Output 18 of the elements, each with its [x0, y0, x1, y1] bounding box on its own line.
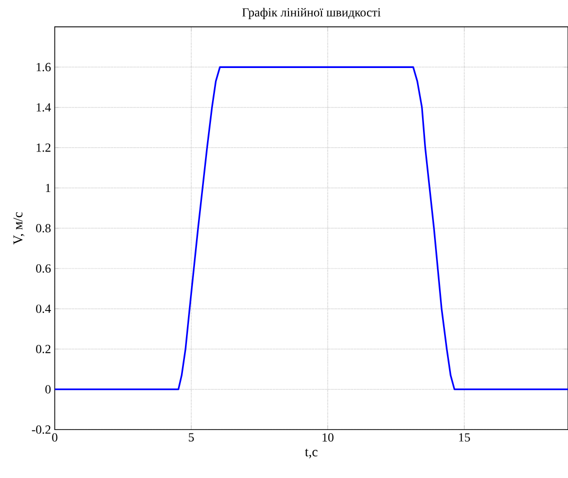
chart-title: Графік лінійної швидкості	[242, 8, 381, 20]
y-tick-label: 1	[46, 184, 50, 192]
y-tick-label: 1.6	[36, 62, 51, 72]
y-tick-label: 0.2	[36, 344, 50, 354]
y-tick-label: 0.8	[36, 224, 51, 232]
y-tick-label: 1.2	[36, 143, 50, 152]
y-tick-label: 1.4	[36, 103, 51, 112]
y-tick-label: -0.2	[32, 425, 50, 434]
x-axis-title: t,c	[304, 448, 318, 458]
line-series	[54, 66, 568, 390]
y-tick-label: 0.4	[36, 304, 51, 313]
x-tick-label: 5	[188, 433, 194, 442]
x-tick-label: 0	[52, 433, 58, 442]
x-tick-label: 15	[459, 433, 470, 442]
y-tick-label: 0.6	[36, 264, 51, 273]
y-tick-label: 0	[45, 385, 51, 394]
y-axis-title: V, м/с	[13, 212, 24, 244]
x-tick-label: 10	[322, 433, 334, 442]
